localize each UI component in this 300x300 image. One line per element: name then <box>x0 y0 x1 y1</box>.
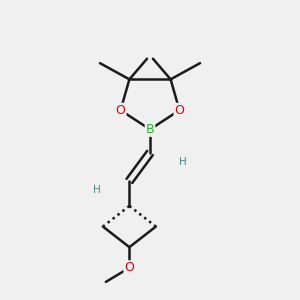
Text: B: B <box>146 123 154 136</box>
Text: O: O <box>175 104 184 117</box>
Text: H: H <box>93 185 101 195</box>
Text: H: H <box>178 157 186 167</box>
Text: O: O <box>124 261 134 274</box>
Text: O: O <box>116 104 125 117</box>
